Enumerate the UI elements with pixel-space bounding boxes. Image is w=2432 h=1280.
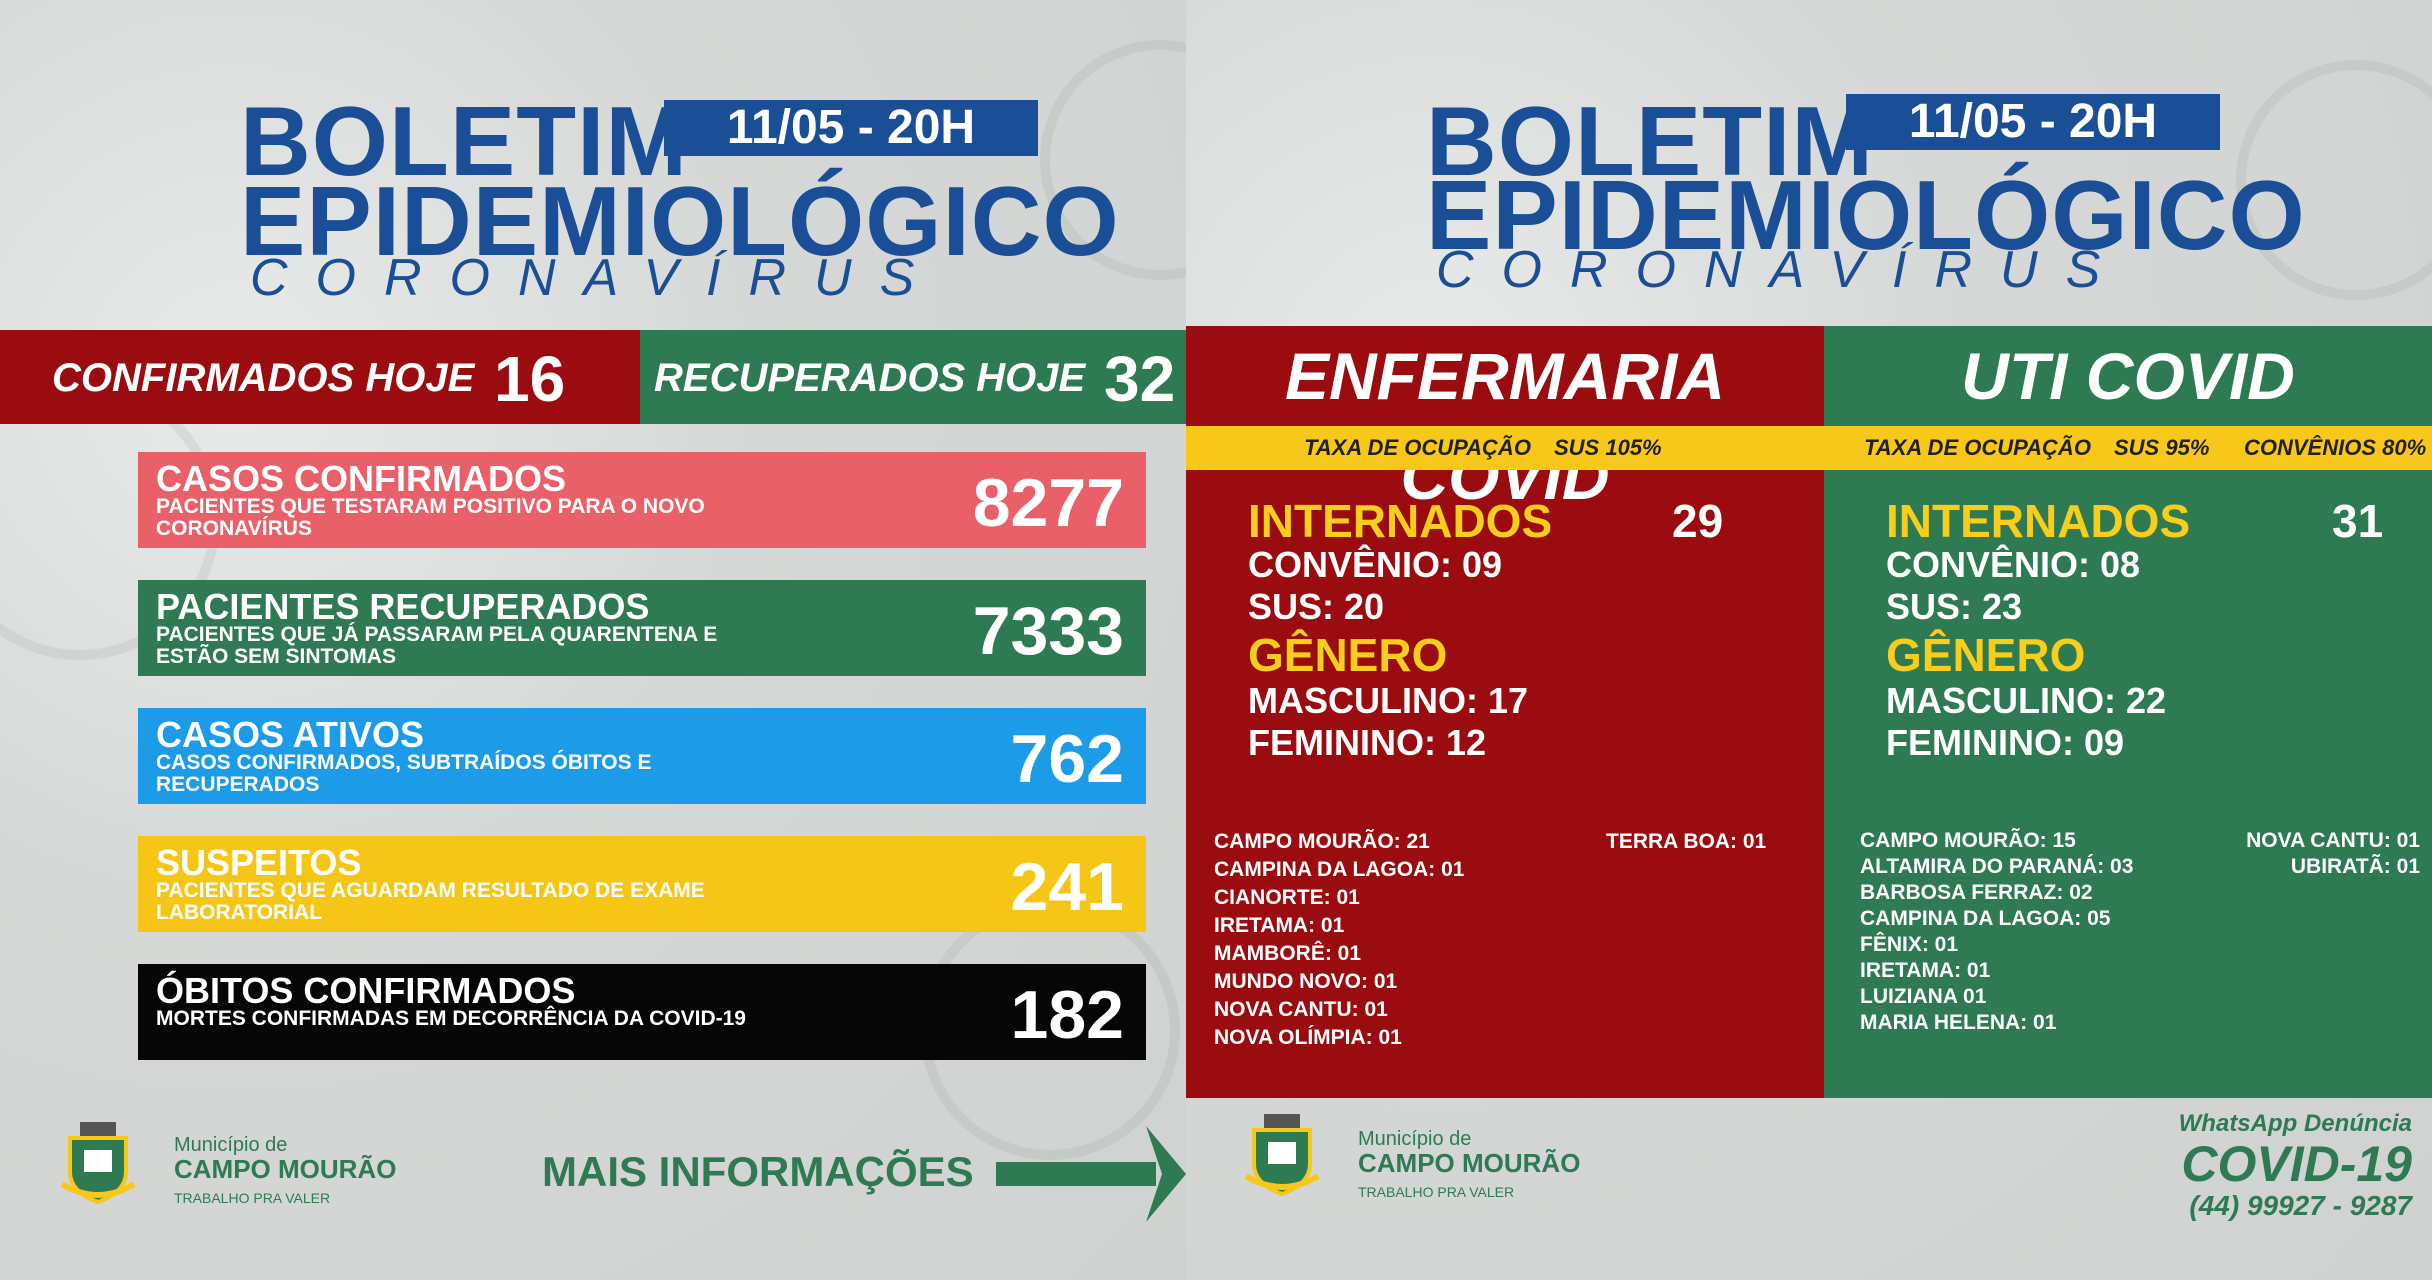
recovered-today-label: RECUPERADOS HOJE	[654, 356, 1086, 400]
city-item: NOVA OLÍMPIA: 01	[1214, 1026, 1402, 1049]
card-title: CASOS CONFIRMADOS	[156, 458, 567, 499]
whatsapp-title: COVID-19	[2181, 1136, 2412, 1192]
recovered-today-strip: RECUPERADOS HOJE 32	[640, 330, 1186, 424]
feminino-count: FEMININO: 12	[1248, 722, 1487, 763]
sus-count: SUS: 23	[1886, 586, 2023, 627]
arrow-right-icon[interactable]	[996, 1122, 1186, 1226]
logo-line3: TRABALHO PRA VALER	[174, 1190, 331, 1206]
city-list-col1: CAMPO MOURÃO: 21 CAMPINA DA LAGOA: 01 CI…	[1214, 828, 1464, 1052]
city-item: CIANORTE: 01	[1214, 886, 1360, 909]
internados-label: INTERNADOS	[1886, 495, 2191, 547]
city-crest-icon	[60, 1122, 136, 1205]
date-badge: 11/05 - 20H	[1846, 94, 2220, 150]
virus-decoration	[2236, 60, 2432, 300]
city-crest-icon	[1244, 1114, 1320, 1197]
city-item: FÊNIX: 01	[1860, 933, 1959, 956]
date-badge: 11/05 - 20H	[664, 100, 1038, 156]
city-item: CAMPO MOURÃO: 15	[1860, 829, 2076, 852]
card-title: SUSPEITOS	[156, 842, 362, 883]
city-item: NOVA CANTU: 01	[2246, 829, 2420, 852]
logo-line2: CAMPO MOURÃO	[1358, 1148, 1581, 1178]
city-item: UBIRATÃ: 01	[2290, 855, 2420, 878]
left-bulletin-panel: BOLETIM 11/05 - 20H EPIDEMIOLÓGICO CORON…	[0, 0, 1186, 1280]
city-item: NOVA CANTU: 01	[1214, 998, 1388, 1021]
card-description: CASOS CONFIRMADOS, SUBTRAÍDOS ÓBITOS E R…	[156, 751, 652, 796]
title-boletim: BOLETIM	[1426, 86, 1874, 196]
city-item: LUIZIANA 01	[1860, 985, 1987, 1008]
masculino-count: MASCULINO: 17	[1248, 680, 1529, 721]
card-description: PACIENTES QUE JÁ PASSARAM PELA QUARENTEN…	[156, 623, 718, 668]
logo-line2: CAMPO MOURÃO	[174, 1154, 397, 1184]
card-title: PACIENTES RECUPERADOS	[156, 586, 650, 627]
genero-label: GÊNERO	[1886, 629, 2086, 681]
convenio-count: CONVÊNIO: 08	[1886, 544, 2141, 585]
city-list-col1: CAMPO MOURÃO: 15 ALTAMIRA DO PARANÁ: 03 …	[1860, 828, 2133, 1036]
city-item: CAMPINA DA LAGOA: 01	[1214, 858, 1465, 881]
card-confirmed-cases: CASOS CONFIRMADOS PACIENTES QUE TESTARAM…	[138, 452, 1146, 548]
card-description: PACIENTES QUE AGUARDAM RESULTADO DE EXAM…	[156, 879, 705, 924]
confirmed-today-strip: CONFIRMADOS HOJE 16	[0, 330, 640, 424]
internados-value: 29	[1672, 495, 1724, 547]
logo-line1: Município de	[174, 1134, 288, 1156]
masculino-count: MASCULINO: 22	[1886, 680, 2167, 721]
sus-count: SUS: 20	[1248, 586, 1385, 627]
card-value: 7333	[972, 593, 1124, 669]
genero-label: GÊNERO	[1248, 629, 1448, 681]
card-title: CASOS ATIVOS	[156, 714, 425, 755]
card-suspects: SUSPEITOS PACIENTES QUE AGUARDAM RESULTA…	[138, 836, 1146, 932]
whatsapp-label: WhatsApp Denúncia	[2178, 1110, 2412, 1137]
uti-title: UTI COVID	[1961, 339, 2295, 413]
occupancy-sus: SUS 105%	[1554, 435, 1662, 460]
title-epidemiologico: EPIDEMIOLÓGICO	[240, 166, 1120, 276]
recovered-today-value: 32	[1104, 343, 1176, 415]
occupancy-label: TAXA DE OCUPAÇÃO	[1864, 435, 2091, 460]
occupancy-label: TAXA DE OCUPAÇÃO	[1304, 435, 1531, 460]
uti-occupancy-bar: TAXA DE OCUPAÇÃO SUS 95% CONVÊNIOS 80%	[1824, 426, 2432, 470]
card-active-cases: CASOS ATIVOS CASOS CONFIRMADOS, SUBTRAÍD…	[138, 708, 1146, 804]
confirmed-today-label: CONFIRMADOS HOJE	[52, 356, 475, 400]
uti-section: UTI COVID TAXA DE OCUPAÇÃO SUS 95% CONVÊ…	[1824, 326, 2432, 1098]
whatsapp-block: WhatsApp Denúncia COVID-19 (44) 99927 - …	[2179, 1110, 2412, 1222]
card-recovered-patients: PACIENTES RECUPERADOS PACIENTES QUE JÁ P…	[138, 580, 1146, 676]
internados-label: INTERNADOS	[1248, 495, 1553, 547]
city-item: MARIA HELENA: 01	[1860, 1011, 2057, 1034]
card-description: MORTES CONFIRMADAS EM DECORRÊNCIA DA COV…	[156, 1007, 746, 1030]
city-item: MAMBORÊ: 01	[1214, 942, 1362, 965]
enfermaria-section: ENFERMARIA COVID TAXA DE OCUPAÇÃO SUS 10…	[1186, 326, 1824, 1098]
convenio-count: CONVÊNIO: 09	[1248, 544, 1503, 585]
card-value: 762	[1010, 721, 1124, 797]
right-bulletin-panel: BOLETIM 11/05 - 20H EPIDEMIOLÓGICO CORON…	[1186, 0, 2432, 1280]
feminino-count: FEMININO: 09	[1886, 722, 2125, 763]
city-item: TERRA BOA: 01	[1606, 830, 1767, 853]
enfermaria-occupancy-bar: TAXA DE OCUPAÇÃO SUS 105%	[1186, 426, 1824, 470]
card-title: ÓBITOS CONFIRMADOS	[156, 970, 576, 1011]
city-item: CAMPO MOURÃO: 21	[1214, 830, 1430, 853]
city-item: MUNDO NOVO: 01	[1214, 970, 1398, 993]
card-value: 241	[1010, 849, 1124, 925]
title-coronavirus: CORONAVÍRUS	[250, 249, 943, 307]
confirmed-today-value: 16	[494, 343, 566, 415]
title-coronavirus: CORONAVÍRUS	[1436, 241, 2129, 299]
more-info-label[interactable]: MAIS INFORMAÇÕES	[542, 1148, 974, 1195]
internados-value: 31	[2332, 495, 2384, 547]
occupancy-sus: SUS 95%	[2114, 435, 2210, 460]
whatsapp-phone[interactable]: (44) 99927 - 9287	[2189, 1190, 2412, 1221]
title-boletim: BOLETIM	[240, 86, 688, 196]
card-deaths: ÓBITOS CONFIRMADOS MORTES CONFIRMADAS EM…	[138, 964, 1146, 1060]
title-epidemiologico: EPIDEMIOLÓGICO	[1426, 160, 2306, 270]
city-item: ALTAMIRA DO PARANÁ: 03	[1860, 855, 2134, 878]
city-list-col2: NOVA CANTU: 01 UBIRATÃ: 01	[2246, 828, 2420, 880]
enfermaria-title: ENFERMARIA COVID	[1285, 339, 1725, 513]
city-item: IRETAMA: 01	[1214, 914, 1345, 937]
city-list-col2: TERRA BOA: 01	[1606, 828, 1766, 856]
card-value: 8277	[972, 465, 1124, 541]
occupancy-convenios: CONVÊNIOS 80%	[2244, 435, 2427, 460]
city-item: BARBOSA FERRAZ: 02	[1860, 881, 2093, 904]
card-description: PACIENTES QUE TESTARAM POSITIVO PARA O N…	[156, 495, 705, 540]
city-item: CAMPINA DA LAGOA: 05	[1860, 907, 2111, 930]
logo-line3: TRABALHO PRA VALER	[1358, 1184, 1515, 1200]
card-value: 182	[1010, 977, 1124, 1053]
city-item: IRETAMA: 01	[1860, 959, 1991, 982]
logo-line1: Município de	[1358, 1128, 1472, 1150]
